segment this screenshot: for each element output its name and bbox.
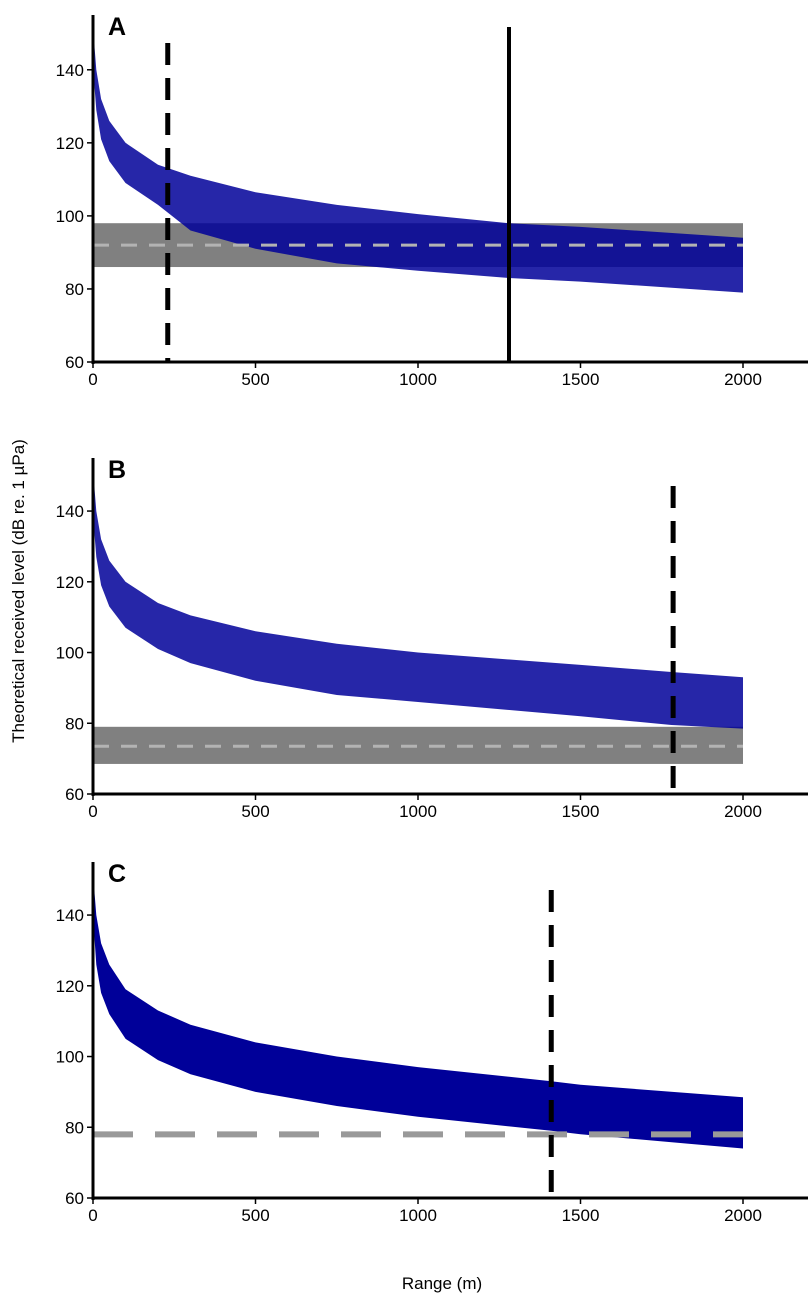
x-tick-label-c-1000: 1000 bbox=[399, 1206, 437, 1225]
x-tick-label-a-2000: 2000 bbox=[724, 370, 762, 389]
x-tick-label-b-500: 500 bbox=[241, 802, 269, 821]
panel-a: 60 80 100 120 140 0 500 1000 1500 2000 A bbox=[56, 13, 808, 389]
x-tick-label-a-0: 0 bbox=[88, 370, 97, 389]
y-tick-label-b-100: 100 bbox=[56, 644, 84, 663]
y-tick-label-a-140: 140 bbox=[56, 61, 84, 80]
x-tick-label-c-0: 0 bbox=[88, 1206, 97, 1225]
x-tick-label-c-500: 500 bbox=[241, 1206, 269, 1225]
y-tick-label-b-120: 120 bbox=[56, 573, 84, 592]
y-tick-label-b-140: 140 bbox=[56, 502, 84, 521]
x-tick-label-a-1500: 1500 bbox=[562, 370, 600, 389]
panel-b: 60 80 100 120 140 0 500 1000 1500 2000 B bbox=[56, 456, 808, 821]
x-axis-title: Range (m) bbox=[402, 1274, 482, 1293]
y-tick-label-c-140: 140 bbox=[56, 906, 84, 925]
x-tick-label-b-0: 0 bbox=[88, 802, 97, 821]
y-tick-label-a-120: 120 bbox=[56, 134, 84, 153]
y-axis-title: Theoretical received level (dB re. 1 µPa… bbox=[9, 439, 28, 743]
x-tick-label-c-1500: 1500 bbox=[562, 1206, 600, 1225]
x-tick-label-b-1000: 1000 bbox=[399, 802, 437, 821]
x-tick-label-b-2000: 2000 bbox=[724, 802, 762, 821]
panel-label-c: C bbox=[108, 860, 126, 888]
received-level-band-a bbox=[93, 15, 743, 293]
y-tick-label-c-80: 80 bbox=[65, 1118, 84, 1137]
panel-label-a: A bbox=[108, 13, 126, 41]
panel-c: 60 80 100 120 140 0 500 1000 1500 2000 C bbox=[56, 860, 808, 1225]
x-tick-label-a-1000: 1000 bbox=[399, 370, 437, 389]
x-tick-label-a-500: 500 bbox=[241, 370, 269, 389]
x-tick-label-c-2000: 2000 bbox=[724, 1206, 762, 1225]
panel-label-b: B bbox=[108, 456, 126, 484]
received-level-band-c bbox=[93, 862, 743, 1149]
y-tick-label-b-80: 80 bbox=[65, 714, 84, 733]
y-tick-label-a-60: 60 bbox=[65, 353, 84, 372]
received-level-band-b bbox=[93, 458, 743, 729]
x-tick-label-b-1500: 1500 bbox=[562, 802, 600, 821]
y-tick-label-c-120: 120 bbox=[56, 977, 84, 996]
y-tick-label-a-80: 80 bbox=[65, 280, 84, 299]
y-tick-label-b-60: 60 bbox=[65, 785, 84, 804]
y-tick-label-a-100: 100 bbox=[56, 207, 84, 226]
y-tick-label-c-60: 60 bbox=[65, 1189, 84, 1208]
y-tick-label-c-100: 100 bbox=[56, 1048, 84, 1067]
